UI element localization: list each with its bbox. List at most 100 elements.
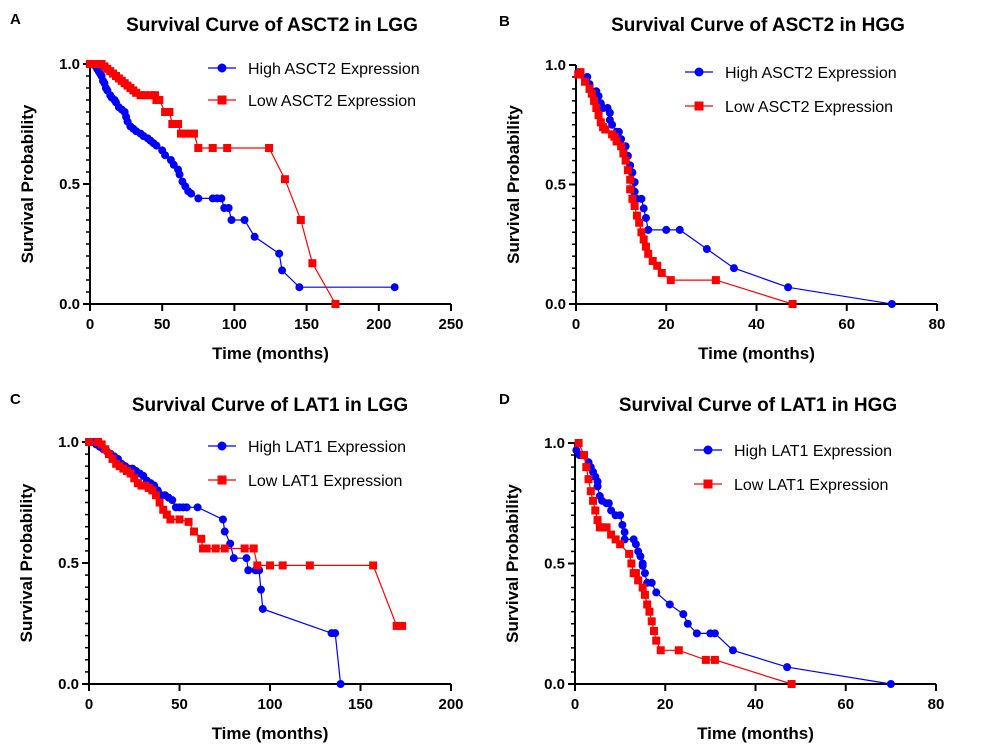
data-point bbox=[574, 439, 583, 447]
data-point bbox=[621, 156, 630, 165]
data-point bbox=[97, 440, 106, 449]
data-point bbox=[627, 559, 636, 568]
data-point bbox=[620, 528, 629, 537]
data-point bbox=[641, 242, 650, 251]
data-point bbox=[652, 588, 661, 597]
y-tick-label: 1.0 bbox=[58, 434, 79, 451]
data-point bbox=[278, 266, 287, 275]
data-point bbox=[175, 515, 184, 524]
data-point bbox=[653, 261, 662, 270]
panel-b: B Survival Curve of ASCT2 in HGG 0.0 0.5 1.0… bbox=[499, 13, 945, 363]
legend-label: Low ASCT2 Expression bbox=[725, 99, 893, 116]
y-tick-label: 0.5 bbox=[59, 176, 80, 193]
x-tick-label: 0 bbox=[572, 316, 580, 333]
data-point bbox=[626, 175, 635, 184]
data-point bbox=[161, 108, 170, 116]
high-expression-series bbox=[572, 446, 895, 688]
legend-square-marker-icon bbox=[217, 475, 227, 485]
data-point bbox=[662, 225, 671, 234]
data-point bbox=[581, 77, 590, 86]
chart-title: Survival Curve of ASCT2 in LGG bbox=[126, 15, 418, 36]
data-point bbox=[582, 463, 591, 472]
data-point bbox=[632, 211, 641, 220]
data-point bbox=[278, 561, 287, 570]
data-point bbox=[218, 515, 227, 524]
y-tick-label: 1.0 bbox=[59, 56, 80, 73]
x-tick-label: 0 bbox=[86, 316, 94, 333]
legend-label: Low LAT1 Expression bbox=[248, 473, 402, 490]
x-tick-label: 0 bbox=[85, 696, 93, 713]
data-point bbox=[728, 646, 737, 655]
x-tick-label: 250 bbox=[438, 316, 463, 333]
data-point bbox=[626, 185, 635, 194]
data-point bbox=[645, 607, 654, 616]
x-tick-label: 0 bbox=[571, 696, 579, 713]
x-tick-label: 200 bbox=[438, 696, 463, 713]
data-point bbox=[611, 535, 620, 544]
data-point bbox=[132, 88, 141, 97]
x-tick-label: 80 bbox=[929, 316, 946, 333]
data-point bbox=[148, 486, 157, 495]
data-point bbox=[184, 517, 193, 526]
data-point bbox=[602, 523, 611, 532]
data-point bbox=[710, 629, 719, 638]
data-point bbox=[130, 474, 139, 483]
data-point bbox=[610, 132, 619, 141]
data-point bbox=[126, 469, 135, 478]
x-tick-label: 20 bbox=[658, 316, 675, 333]
data-point bbox=[635, 218, 644, 227]
data-point bbox=[242, 554, 251, 563]
data-point bbox=[596, 118, 605, 127]
data-point bbox=[161, 151, 170, 160]
x-tick-label: 100 bbox=[257, 696, 282, 713]
data-point bbox=[638, 583, 647, 592]
data-point bbox=[224, 204, 233, 212]
legend-entry: Low LAT1 Expression bbox=[208, 473, 402, 490]
data-point bbox=[729, 264, 738, 273]
data-point bbox=[168, 496, 177, 505]
y-tick-label: 0.0 bbox=[59, 296, 80, 313]
data-point bbox=[584, 475, 593, 484]
legend-circle-marker-icon bbox=[694, 67, 704, 77]
legend-entry: Low LAT1 Expression bbox=[694, 477, 888, 494]
legend-entry: Low ASCT2 Expression bbox=[208, 93, 416, 110]
data-point bbox=[249, 544, 258, 553]
data-point bbox=[631, 569, 640, 578]
panel-letter: B bbox=[499, 13, 510, 30]
data-point bbox=[639, 235, 648, 244]
chart-title: Survival Curve of LAT1 in LGG bbox=[132, 395, 408, 416]
data-point bbox=[638, 561, 647, 570]
data-point bbox=[643, 600, 652, 609]
data-point bbox=[162, 510, 171, 519]
data-point bbox=[369, 561, 378, 570]
data-point bbox=[101, 445, 110, 454]
data-point bbox=[598, 523, 607, 532]
low-expression-series bbox=[85, 438, 407, 630]
y-tick-label: 0.0 bbox=[545, 296, 566, 313]
data-point bbox=[305, 561, 314, 570]
chart-title: Survival Curve of ASCT2 in HGG bbox=[611, 15, 905, 36]
data-point bbox=[649, 626, 658, 635]
data-point bbox=[331, 629, 340, 638]
data-point bbox=[783, 663, 792, 672]
data-point bbox=[398, 621, 407, 630]
legend-square-marker-icon bbox=[694, 101, 704, 111]
panel-letter: C bbox=[10, 391, 21, 408]
data-point bbox=[217, 194, 226, 203]
data-point bbox=[240, 216, 249, 224]
data-point bbox=[640, 590, 649, 599]
data-point bbox=[140, 91, 149, 100]
data-point bbox=[788, 300, 797, 308]
data-point bbox=[308, 259, 317, 268]
data-point bbox=[623, 166, 632, 175]
data-point bbox=[675, 225, 684, 234]
data-point bbox=[165, 108, 174, 116]
x-tick-label: 150 bbox=[348, 696, 373, 713]
data-point bbox=[331, 300, 340, 308]
legend-label: High LAT1 Expression bbox=[734, 443, 892, 460]
legend-label: High LAT1 Expression bbox=[248, 439, 406, 456]
data-point bbox=[244, 566, 253, 575]
data-point bbox=[636, 552, 645, 561]
data-point bbox=[652, 636, 661, 645]
data-point bbox=[625, 549, 634, 558]
